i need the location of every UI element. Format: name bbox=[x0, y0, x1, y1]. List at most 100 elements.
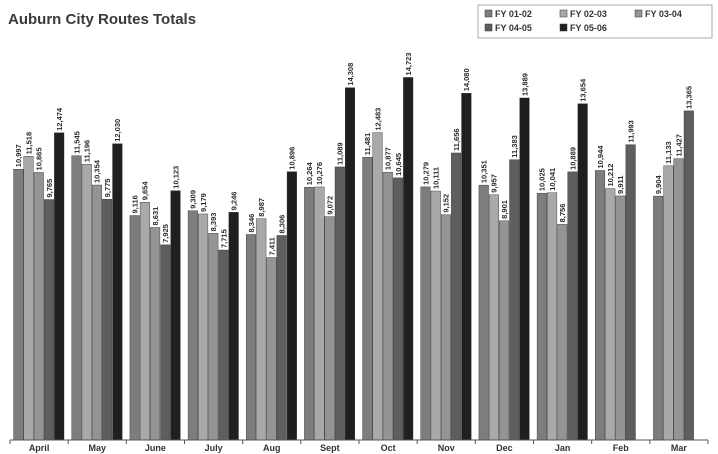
bar-fy-04-05-mar bbox=[683, 110, 694, 441]
bar-fy-04-05-aug bbox=[276, 235, 287, 441]
bar-fy-05-06-dec bbox=[519, 97, 530, 441]
data-label-fy-05-06-oct: 14,723 bbox=[404, 52, 413, 75]
data-label-fy-03-04-june: 8,631 bbox=[151, 207, 160, 226]
bar-fy-03-04-may bbox=[91, 184, 102, 441]
data-label-fy-03-04-may: 10,354 bbox=[93, 159, 102, 183]
legend-label-fy-05-06: FY 05-06 bbox=[570, 23, 607, 33]
x-tick-label-dec: Dec bbox=[496, 443, 513, 453]
data-label-fy-04-05-oct: 10,645 bbox=[394, 153, 403, 176]
bar-fy-03-04-april bbox=[33, 172, 44, 441]
data-label-fy-04-05-feb: 11,993 bbox=[626, 120, 635, 143]
bar-fy-03-04-dec bbox=[499, 220, 510, 441]
data-label-fy-05-06-july: 9,246 bbox=[229, 192, 238, 211]
data-label-fy-05-06-nov: 14,080 bbox=[462, 68, 471, 91]
legend: FY 01-02 FY 02-03 FY 03-04 FY 04-05 FY 0… bbox=[477, 4, 713, 39]
bar-fy-05-06-may bbox=[112, 143, 123, 441]
bar-fy-03-04-sept bbox=[324, 216, 335, 441]
data-label-fy-01-02-sept: 10,264 bbox=[305, 161, 314, 185]
data-label-fy-04-05-june: 7,925 bbox=[161, 224, 170, 243]
data-label-fy-02-03-may: 11,196 bbox=[83, 140, 92, 163]
bar-fy-05-06-july bbox=[228, 212, 239, 441]
bar-fy-03-04-mar bbox=[673, 158, 684, 441]
legend-label-fy-03-04: FY 03-04 bbox=[645, 9, 682, 19]
legend-label-fy-02-03: FY 02-03 bbox=[570, 9, 607, 19]
bar-fy-02-03-sept bbox=[314, 186, 325, 441]
data-label-fy-02-03-mar: 11,133 bbox=[664, 141, 673, 164]
data-label-fy-03-04-sept: 9,072 bbox=[325, 196, 334, 215]
bar-fy-04-05-sept bbox=[334, 166, 345, 441]
data-label-fy-05-06-sept: 14,308 bbox=[346, 63, 355, 86]
data-label-fy-02-03-dec: 9,957 bbox=[490, 174, 499, 193]
bar-fy-04-05-nov bbox=[451, 152, 462, 441]
x-tick-label-sept: Sept bbox=[320, 443, 340, 453]
legend-swatch-fy-03-04 bbox=[634, 9, 643, 18]
data-label-fy-03-04-july: 8,393 bbox=[209, 213, 218, 232]
x-tick-label-july: July bbox=[205, 443, 223, 453]
bar-fy-04-05-oct bbox=[392, 177, 403, 441]
data-label-fy-05-06-may: 12,030 bbox=[113, 119, 122, 142]
bar-fy-03-04-june bbox=[150, 227, 161, 441]
data-label-fy-03-04-dec: 8,901 bbox=[500, 200, 509, 219]
data-label-fy-03-04-feb: 9,911 bbox=[616, 176, 625, 194]
data-label-fy-03-04-oct: 10,877 bbox=[384, 147, 393, 170]
data-label-fy-01-02-july: 9,309 bbox=[189, 190, 198, 209]
bar-fy-05-06-june bbox=[170, 190, 181, 441]
data-label-fy-01-02-april: 10,997 bbox=[14, 144, 23, 167]
bar-fy-03-04-aug bbox=[266, 257, 277, 441]
bar-fy-04-05-april bbox=[43, 199, 54, 441]
data-label-fy-01-02-dec: 10,351 bbox=[480, 160, 489, 183]
bar-fy-02-03-april bbox=[23, 156, 34, 441]
bar-fy-04-05-jan bbox=[567, 171, 578, 441]
bars-layer bbox=[13, 77, 694, 441]
data-label-fy-03-04-nov: 9,152 bbox=[442, 194, 451, 213]
bar-fy-01-02-aug bbox=[246, 234, 257, 441]
x-tick-label-nov: Nov bbox=[438, 443, 455, 453]
bar-fy-02-03-aug bbox=[256, 218, 267, 441]
bar-fy-04-05-dec bbox=[509, 159, 520, 441]
legend-swatch-fy-01-02 bbox=[484, 9, 493, 18]
legend-swatch-fy-05-06 bbox=[559, 23, 568, 32]
bar-fy-03-04-feb bbox=[615, 195, 626, 441]
data-label-fy-03-04-jan: 8,756 bbox=[558, 204, 567, 223]
x-tick-label-aug: Aug bbox=[263, 443, 281, 453]
bar-fy-04-05-feb bbox=[625, 144, 636, 441]
bar-fy-04-05-june bbox=[160, 244, 171, 441]
bar-fy-02-03-feb bbox=[605, 188, 616, 441]
x-tick-label-oct: Oct bbox=[381, 443, 396, 453]
bar-fy-01-02-dec bbox=[478, 184, 489, 441]
bar-fy-01-02-feb bbox=[595, 170, 606, 441]
bar-fy-03-04-july bbox=[208, 233, 219, 441]
data-label-fy-01-02-june: 9,116 bbox=[131, 195, 140, 213]
legend-swatch-fy-04-05 bbox=[484, 23, 493, 32]
data-label-fy-02-03-oct: 12,483 bbox=[373, 108, 382, 131]
data-label-fy-01-02-feb: 10,944 bbox=[596, 145, 605, 169]
data-label-fy-04-05-april: 9,765 bbox=[45, 179, 54, 198]
x-tick-label-june: June bbox=[145, 443, 166, 453]
data-label-fy-01-02-jan: 10,025 bbox=[538, 168, 547, 191]
x-tick-label-feb: Feb bbox=[613, 443, 630, 453]
data-label-fy-02-03-june: 9,654 bbox=[141, 181, 150, 201]
data-label-fy-05-06-jan: 13,654 bbox=[578, 78, 587, 102]
bar-fy-05-06-sept bbox=[345, 87, 356, 441]
data-label-fy-01-02-nov: 10,279 bbox=[421, 162, 430, 185]
data-label-fy-04-05-july: 7,715 bbox=[219, 229, 228, 248]
bar-fy-02-03-may bbox=[81, 164, 92, 441]
data-label-fy-03-04-mar: 11,427 bbox=[674, 134, 683, 157]
data-label-fy-01-02-mar: 9,904 bbox=[654, 175, 663, 195]
data-label-fy-03-04-aug: 7,411 bbox=[267, 237, 276, 255]
data-label-fy-05-06-aug: 10,896 bbox=[288, 147, 297, 170]
bar-fy-05-06-nov bbox=[461, 93, 472, 441]
data-label-fy-01-02-aug: 8,346 bbox=[247, 214, 256, 233]
bar-fy-02-03-oct bbox=[372, 132, 383, 441]
bar-fy-01-02-may bbox=[71, 155, 82, 441]
data-label-fy-04-05-mar: 13,365 bbox=[685, 86, 694, 109]
bar-fy-04-05-july bbox=[218, 249, 229, 441]
x-tick-label-april: April bbox=[29, 443, 50, 453]
bar-fy-03-04-oct bbox=[382, 171, 393, 441]
data-label-fy-04-05-aug: 8,306 bbox=[277, 215, 286, 234]
bar-fy-05-06-oct bbox=[403, 77, 414, 441]
data-label-fy-02-03-aug: 8,987 bbox=[257, 198, 266, 217]
bar-fy-05-06-aug bbox=[286, 171, 297, 441]
x-tick-label-jan: Jan bbox=[555, 443, 571, 453]
bar-fy-01-02-nov bbox=[420, 186, 431, 441]
